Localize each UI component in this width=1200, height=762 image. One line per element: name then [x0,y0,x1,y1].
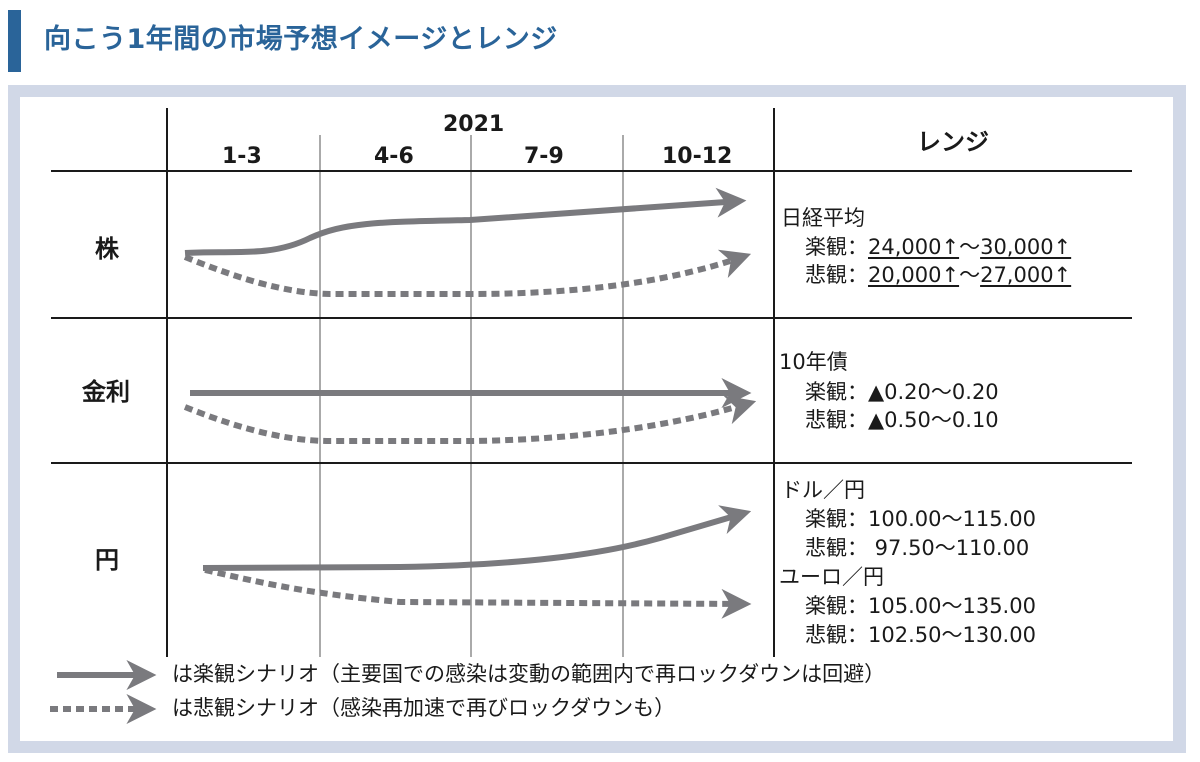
range-jgb-optimistic: 楽観：▲0.20～0.20 [805,380,999,404]
range-jgb-pessimistic: 悲観：▲0.50～0.10 [805,408,999,432]
range-header: レンジ [917,128,989,156]
quarter-label-q1: 1-3 [222,144,262,169]
row-label-yen: 円 [95,546,119,574]
quarter-label-q4: 10-12 [662,144,733,169]
stock-pessimistic-arrow [183,249,752,297]
range-nikkei-pessimistic: 悲観：20,000↑～27,000↑ [805,263,1072,287]
yen-pessimistic-arrow [204,567,752,619]
table-grid [51,108,1132,657]
title-accent-bar [8,10,21,72]
range-eurjpy-pessimistic: 悲観：102.50～130.00 [805,623,1036,647]
range-nikkei-title: 日経平均 [781,206,865,230]
range-usdjpy-title: ドル／円 [781,478,865,502]
row-label-stock: 株 [95,235,119,263]
row-label-rate: 金利 [82,378,130,406]
range-jgb-title: 10年債 [779,350,848,374]
stock-optimistic-arrow [184,187,747,256]
range-usdjpy-optimistic: 楽観：100.00～115.00 [805,507,1036,531]
rate-pessimistic-arrow [183,395,757,444]
range-nikkei-optimistic: 楽観：24,000↑～30,000↑ [805,235,1072,259]
quarter-label-q2: 4-6 [374,144,414,169]
range-eurjpy-optimistic: 楽観：105.00～135.00 [805,594,1036,618]
legend-optimistic-text: は楽観シナリオ（主要国での感染は変動の範囲内で再ロックダウンは回避） [172,662,886,686]
year-label: 2021 [443,112,505,137]
range-usdjpy-pessimistic: 悲観： 97.50～110.00 [805,536,1030,560]
yen-optimistic-arrow [202,505,752,571]
page-title: 向こう1年間の市場予想イメージとレンジ [44,24,558,55]
quarter-label-q3: 7-9 [524,144,564,169]
range-eurjpy-title: ユーロ／円 [779,565,884,589]
legend-pessimistic-text: は悲観シナリオ（感染再加速で再びロックダウンも） [172,696,676,720]
